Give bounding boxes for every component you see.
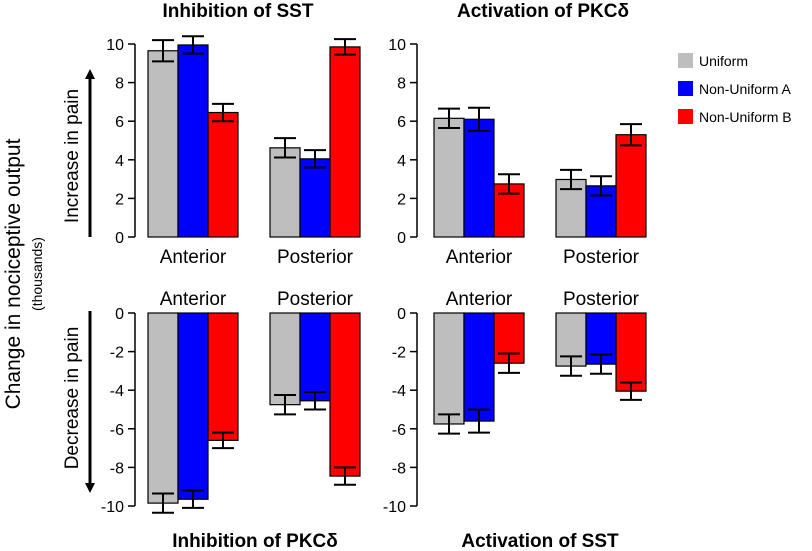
y-tick-label: -8	[110, 460, 124, 477]
bar-non-uniform-b-anterior	[207, 312, 239, 441]
legend-label-non-uniform-a: Non-Uniform A	[699, 81, 791, 97]
y-tick-label: 4	[397, 153, 406, 170]
category-label-posterior: Posterior	[277, 289, 354, 310]
bar-non-uniform-b-posterior	[329, 46, 361, 238]
panel-activation-of-pkc: 0 2 4 6 8 10 Anterior Posterior	[388, 37, 647, 268]
y-tick-label: 8	[397, 76, 406, 93]
category-label-anterior: Anterior	[446, 247, 513, 268]
y-tick-label: 4	[115, 153, 124, 170]
y-tick-label: -2	[392, 345, 406, 362]
bar-non-uniform-a-posterior	[299, 158, 331, 238]
y-tick-label: -4	[110, 383, 124, 400]
y-tick-label: 2	[397, 191, 406, 208]
y-tick-label: -6	[392, 422, 406, 439]
y-tick-label: -2	[110, 345, 124, 362]
bar-non-uniform-a-posterior	[299, 312, 331, 402]
category-label-posterior: Posterior	[563, 289, 640, 310]
legend: Uniform Non-Uniform A Non-Uniform B	[678, 53, 792, 125]
bar-uniform-anterior	[433, 312, 465, 425]
bar-non-uniform-a-anterior	[463, 312, 495, 422]
decrease-label: Decrease in pain	[62, 327, 83, 470]
chart-panels: 0 2 4 6 8 10 Anterior Posterior 0 2 4 6 8 10 Anterior P…	[101, 35, 647, 516]
legend-label-non-uniform-b: Non-Uniform B	[699, 109, 792, 125]
panel-inhibition-of-sst: 0 2 4 6 8 10 Anterior Posterior	[106, 35, 361, 268]
panel-title-activation-sst: Activation of SST	[461, 531, 619, 551]
bar-non-uniform-b-posterior	[329, 312, 361, 477]
legend-swatch-non-uniform-a	[678, 81, 693, 96]
y-tick-label: 6	[397, 114, 406, 131]
y-tick-label: 10	[106, 37, 124, 54]
legend-swatch-non-uniform-b	[678, 109, 693, 124]
panel-title-inhibition-pkcd: Inhibition of PKCδ	[172, 531, 338, 551]
bar-non-uniform-a-anterior	[177, 312, 209, 500]
panel-title-activation-pkcd: Activation of PKCδ	[457, 1, 629, 22]
increase-label: Increase in pain	[62, 89, 83, 223]
category-label-posterior: Posterior	[277, 247, 354, 268]
y-tick-label: -6	[110, 422, 124, 439]
bar-non-uniform-b-anterior	[207, 111, 239, 238]
y-tick-label: -8	[392, 460, 406, 477]
bar-non-uniform-a-anterior	[463, 118, 495, 238]
y-tick-label: 0	[397, 306, 406, 323]
bar-uniform-anterior	[433, 117, 465, 238]
category-label-posterior: Posterior	[563, 247, 640, 268]
category-label-anterior: Anterior	[446, 289, 513, 310]
y-tick-label: -10	[383, 499, 406, 516]
bar-uniform-anterior	[147, 50, 179, 238]
bar-non-uniform-b-posterior	[615, 312, 647, 392]
y-tick-label: 10	[388, 37, 406, 54]
legend-label-uniform: Uniform	[699, 53, 748, 69]
y-tick-label: -10	[101, 499, 124, 516]
bar-non-uniform-a-anterior	[177, 44, 209, 238]
category-label-anterior: Anterior	[160, 289, 227, 310]
y-tick-label: 2	[115, 191, 124, 208]
y-axis-sublabel: (thousands)	[29, 237, 45, 311]
bar-uniform-posterior	[269, 147, 301, 238]
bar-uniform-anterior	[147, 312, 179, 504]
bar-non-uniform-b-posterior	[615, 134, 647, 238]
y-tick-label: 8	[115, 76, 124, 93]
category-label-anterior: Anterior	[160, 247, 227, 268]
y-tick-label: 0	[115, 306, 124, 323]
panel-title-inhibition-sst: Inhibition of SST	[163, 1, 314, 22]
panel-inhibition-of-pkc: 0 -2 -4 -6 -8 -10 Anterior Posterior	[101, 289, 361, 516]
y-tick-label: 0	[397, 230, 406, 247]
y-tick-label: 0	[115, 230, 124, 247]
bar-uniform-posterior	[269, 312, 301, 406]
y-tick-label: 6	[115, 114, 124, 131]
legend-swatch-uniform	[678, 53, 693, 68]
y-tick-label: -4	[392, 383, 406, 400]
y-axis-label: Change in nociceptive output	[2, 138, 25, 409]
panel-activation-of-sst: 0 -2 -4 -6 -8 -10 Anterior Posterior	[383, 289, 647, 516]
